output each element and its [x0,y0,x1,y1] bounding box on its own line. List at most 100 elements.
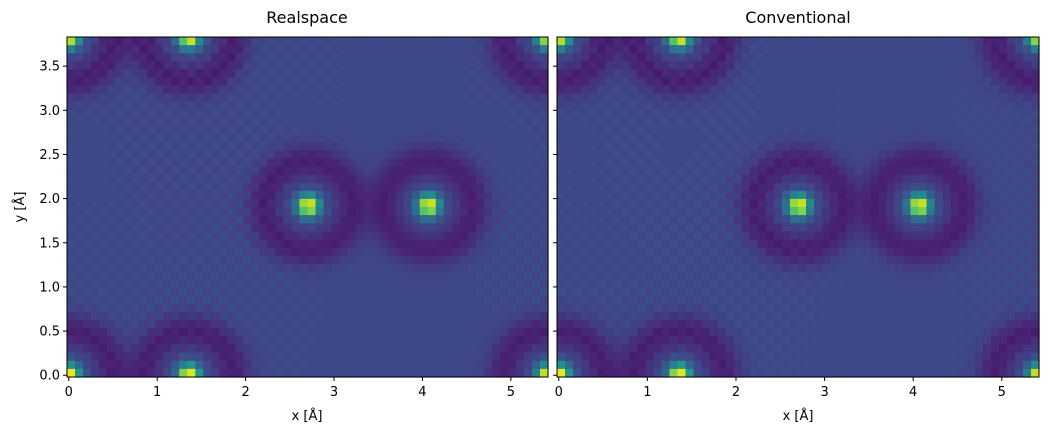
heatmap-cell [435,158,445,168]
heatmap-cell [934,150,944,160]
heatmap-cell [918,312,928,321]
heatmap-cell [339,255,349,265]
heatmap-cell [75,312,84,321]
heatmap-cell [243,328,252,338]
heatmap-cell [267,239,277,249]
heatmap-cell [958,312,968,321]
heatmap-cell [291,360,301,370]
heatmap-cell [83,158,92,168]
heatmap-cell [523,134,533,143]
heatmap-cell [539,368,549,378]
heatmap-cell [669,45,679,54]
heatmap-cell [411,368,421,378]
heatmap-cell [243,352,252,362]
heatmap-cell [515,239,525,249]
heatmap-cell [107,53,116,62]
heatmap-cell [147,93,156,103]
heatmap-cell [685,134,695,143]
heatmap-cell [886,37,895,46]
heatmap-cell [363,109,373,119]
heatmap-cell [387,320,397,330]
heatmap-cell [565,239,574,249]
heatmap-cell [531,85,541,95]
heatmap-cell [846,320,855,330]
heatmap-cell [163,117,172,127]
heatmap-cell [123,166,132,176]
heatmap-cell [507,109,517,119]
heatmap-cell [661,239,671,249]
heatmap-cell [91,328,100,338]
heatmap-cell [621,352,630,362]
heatmap-cell [123,182,132,192]
heatmap-cell [621,126,630,135]
heatmap-cell [942,263,952,273]
heatmap-cell [107,304,116,313]
heatmap-cell [75,109,84,119]
heatmap-cell [757,296,767,305]
heatmap-cell [67,190,76,200]
heatmap-cell [195,190,204,200]
heatmap-cell [998,271,1008,281]
heatmap-cell [443,271,453,281]
heatmap-cell [243,287,252,297]
heatmap-cell [926,320,936,330]
heatmap-cell [107,85,116,95]
heatmap-cell [830,231,839,240]
heatmap-cell [411,69,421,79]
heatmap-cell [573,328,582,338]
heatmap-cell [107,150,116,160]
heatmap-cell [1006,296,1016,305]
heatmap-cell [299,166,309,176]
heatmap-cell [733,190,743,200]
heatmap-cell [717,93,727,103]
heatmap-cell [645,166,654,176]
heatmap-cell [910,336,920,346]
heatmap-cell [491,255,501,265]
heatmap-cell [99,126,108,135]
heatmap-cell [379,312,389,321]
heatmap-cell [283,69,293,79]
heatmap-cell [403,263,413,273]
heatmap-cell [701,352,711,362]
heatmap-cell [315,77,325,87]
heatmap-cell [323,215,333,224]
heatmap-cell [621,37,630,46]
heatmap-cell [1006,101,1016,111]
heatmap-cell [693,190,703,200]
heatmap-cell [267,93,277,103]
heatmap-cell [467,271,477,281]
heatmap-cell [573,231,582,240]
heatmap-cell [910,61,920,70]
heatmap-cell [187,312,196,321]
heatmap-cell [709,101,719,111]
heatmap-cell [475,37,485,46]
heatmap-cell [443,239,453,249]
heatmap-cell [749,93,759,103]
heatmap-cell [515,247,525,257]
heatmap-cell [950,320,960,330]
heatmap-cell [765,69,775,79]
heatmap-cell [523,263,533,273]
heatmap-cell [339,182,349,192]
heatmap-cell [307,271,317,281]
heatmap-cell [669,215,679,224]
heatmap-cell [1006,287,1016,297]
heatmap-cell [1014,101,1024,111]
heatmap-cell [918,93,928,103]
heatmap-cell [67,77,76,87]
heatmap-cell [822,328,831,338]
heatmap-cell [870,279,879,289]
heatmap-cell [589,215,598,224]
heatmap-cell [749,134,759,143]
heatmap-cell [573,69,582,79]
heatmap-cell [1014,279,1024,289]
heatmap-cell [475,109,485,119]
heatmap-cell [331,69,341,79]
heatmap-cell [870,328,879,338]
heatmap-cell [629,150,638,160]
heatmap-cell [765,53,775,62]
heatmap-cell [878,182,887,192]
heatmap-cell [565,263,574,273]
heatmap-cell [387,93,397,103]
heatmap-cell [878,312,887,321]
